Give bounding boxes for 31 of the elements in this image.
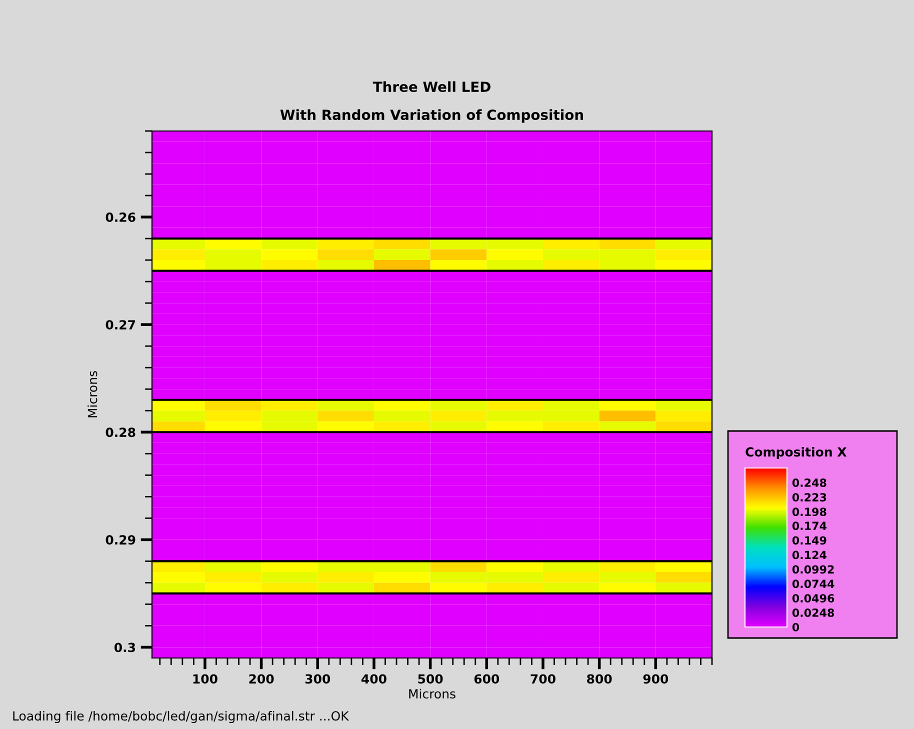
color-bar-label: 0 [792,622,800,632]
text: Loading file /home/bobc/led/gan/sigma/afinal.str ...OK [13,710,350,724]
color-bar-label: 0.149 [792,536,826,545]
chart-title: Three Well LED [372,81,490,92]
color-bar-label: 0.0744 [792,580,834,588]
y-tick-label: 0.28 [106,428,136,438]
y-tick-label: 0.29 [106,535,136,545]
x-tick-label: 900 [643,674,668,684]
color-bar-label: 0.0496 [792,594,834,602]
x-tick-label: 200 [249,674,274,684]
color-bar-label: 0.198 [792,508,826,516]
y-tick-label: 0.3 [114,642,136,652]
y-axis-title: Microns [88,371,98,418]
x-tick-label: 300 [305,674,330,684]
color-bar-label: 0.223 [792,493,826,502]
color-bar-label: 0.124 [792,550,826,560]
y-tick-label: 0.27 [106,320,136,330]
x-axis-title: Microns [409,688,456,699]
color-bar-label: 0.248 [792,478,826,487]
x-tick-label: 600 [474,674,500,684]
x-tick-label: 800 [587,674,612,684]
x-tick-label: 700 [530,674,556,684]
color-bar-label: 0.0248 [792,608,834,617]
x-tick-label: 100 [193,674,218,684]
y-tick-label: 0.26 [106,212,136,222]
color-bar-title: Composition X [746,446,847,460]
x-tick-label: 500 [418,674,443,684]
x-tick-label: 400 [361,674,386,684]
chart-subtitle: With Random Variation of Composition [280,109,583,123]
color-bar-label: 0.0992 [792,565,834,574]
color-bar-label: 0.174 [792,522,826,530]
